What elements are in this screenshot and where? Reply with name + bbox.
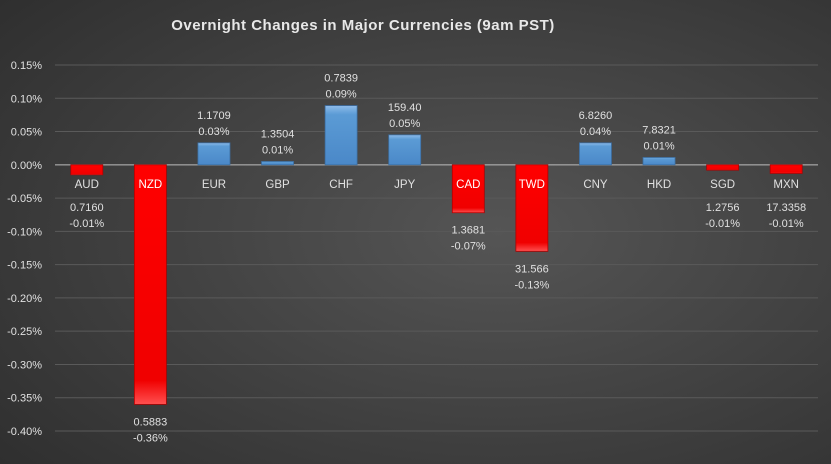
bar-aud (70, 164, 104, 176)
bar-jpy (388, 134, 422, 166)
rate-label: 0.5883 (134, 416, 168, 428)
chart-title: Overnight Changes in Major Currencies (9… (171, 17, 555, 34)
rate-label: 17.3358 (766, 202, 806, 214)
pct-label: -0.01% (705, 218, 740, 230)
rate-label: 0.7160 (70, 202, 104, 214)
category-label: CNY (583, 179, 608, 191)
bar-gbp (261, 161, 294, 166)
y-tick-label: -0.25% (7, 326, 42, 338)
bar-eur (197, 142, 231, 166)
y-tick-label: -0.15% (7, 260, 42, 272)
rate-label: 159.40 (388, 102, 422, 114)
bar-chf (324, 105, 358, 166)
y-tick-label: 0.10% (11, 93, 42, 105)
y-tick-label: -0.20% (7, 293, 42, 305)
bar-twd (515, 164, 549, 252)
bar-mxn (769, 164, 803, 174)
bar-cny (579, 142, 612, 166)
category-label: HKD (647, 179, 671, 191)
category-label: CHF (329, 179, 353, 191)
category-label: NZD (139, 179, 163, 191)
category-label: JPY (394, 179, 415, 191)
pct-label: 0.01% (643, 140, 674, 152)
rate-label: 1.3681 (451, 225, 485, 237)
rate-label: 1.2756 (706, 202, 740, 214)
category-label: GBP (265, 179, 290, 191)
pct-label: 0.04% (580, 126, 611, 138)
pct-label: 0.03% (198, 126, 229, 138)
pct-label: -0.13% (514, 279, 549, 291)
pct-label: -0.01% (69, 218, 104, 230)
category-label: EUR (202, 179, 226, 191)
category-label: SGD (710, 179, 735, 191)
y-tick-label: -0.05% (7, 193, 42, 205)
y-tick-label: -0.30% (7, 359, 42, 371)
y-tick-label: 0.15% (11, 60, 42, 72)
y-tick-label: -0.35% (7, 393, 42, 405)
pct-label: -0.36% (133, 432, 168, 444)
y-tick-label: -0.40% (7, 426, 42, 438)
category-label: CAD (456, 179, 480, 191)
rate-label: 0.7839 (324, 73, 358, 85)
rate-label: 6.8260 (579, 110, 613, 122)
bar-cad (451, 164, 485, 214)
rate-label: 1.3504 (261, 128, 295, 140)
category-label: TWD (519, 179, 545, 191)
y-tick-label: 0.00% (11, 160, 42, 172)
pct-label: -0.07% (451, 241, 486, 253)
rate-label: 31.566 (515, 263, 549, 275)
y-tick-label: 0.05% (11, 127, 42, 139)
rate-label: 1.1709 (197, 110, 231, 122)
pct-label: 0.05% (389, 118, 420, 130)
category-label: MXN (773, 179, 799, 191)
bar-sgd (706, 164, 740, 171)
pct-label: -0.01% (769, 218, 804, 230)
pct-label: 0.01% (262, 144, 293, 156)
category-label: AUD (75, 179, 99, 191)
rate-label: 7.8321 (642, 124, 676, 136)
bar-nzd (133, 164, 167, 405)
y-tick-label: -0.10% (7, 226, 42, 238)
bar-hkd (642, 157, 676, 166)
pct-label: 0.09% (326, 89, 357, 101)
